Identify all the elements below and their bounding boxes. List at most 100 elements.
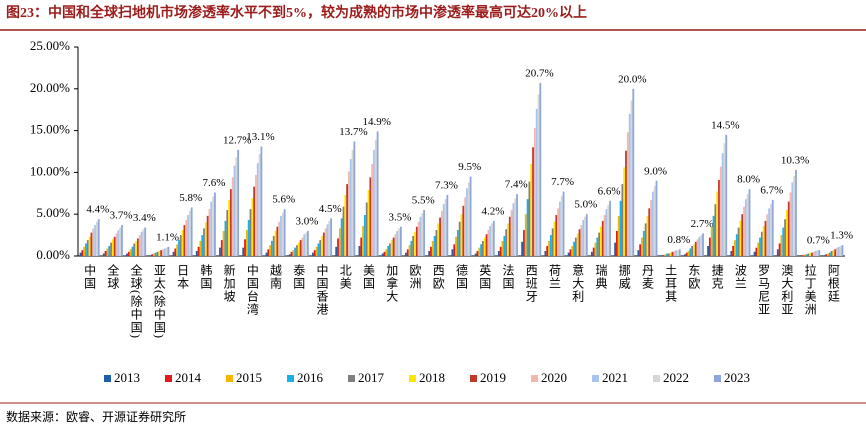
bar [351,149,354,256]
bar [825,254,828,256]
bar [346,184,349,256]
bar [782,227,785,256]
bar [315,246,318,256]
bar [158,250,161,256]
bar [619,200,622,256]
legend-swatch [165,375,172,382]
bar [528,181,531,256]
bar [693,244,695,256]
bar [156,251,159,256]
bar [144,227,147,256]
bar [106,248,109,256]
x-tick-label: 中国香港 [315,263,329,316]
bar [342,206,345,256]
bar [478,247,481,256]
bar [348,171,350,256]
bar [296,245,298,256]
bar [383,251,386,256]
legend-swatch [470,375,477,382]
bar [396,230,399,256]
legend-label: 2016 [297,370,324,385]
x-tick-label: 中国 [83,263,97,290]
bar [760,231,763,256]
bar [317,243,320,256]
value-label: 5.5% [412,195,435,207]
y-tick-label: 15.00% [30,122,70,137]
bar [185,220,188,256]
bar [837,246,840,256]
bar [714,204,717,256]
bar [362,225,364,256]
bar [208,209,211,256]
bar [371,164,374,256]
bar [294,247,297,256]
bar [129,249,132,256]
bar [512,203,515,256]
bar [127,251,130,256]
bar [805,254,808,256]
bar [305,232,307,256]
bar [226,210,229,256]
bar [326,224,329,256]
bar [444,199,447,256]
bar [353,141,356,256]
x-tick-label: 波兰 [733,264,747,290]
bar [149,255,152,256]
bar [560,195,563,256]
bar [776,249,779,256]
bar [88,236,91,256]
bar [392,237,395,256]
bar [812,251,815,256]
value-label: 2.7% [691,218,714,230]
value-label: 4.5% [319,203,342,215]
legend-label: 2022 [663,370,689,385]
bar [412,235,415,256]
bar [414,231,416,256]
value-label: 13.7% [339,126,367,138]
value-label: 3.7% [110,210,133,222]
bar [258,154,261,256]
bar [245,230,248,256]
bar [603,215,606,256]
bar [607,205,610,256]
bar [360,237,363,256]
bar [431,240,434,256]
bar [419,216,422,256]
legend-label: 2015 [236,370,262,385]
bar [274,230,277,256]
legend-swatch [409,375,416,382]
bar [376,131,379,256]
bar [562,191,565,256]
bar [632,88,635,256]
bar [224,220,227,256]
bar [256,163,259,256]
bar [501,240,504,256]
bar [251,198,254,256]
bar [746,194,749,256]
bar [394,234,397,256]
bar [616,230,618,256]
bar [791,182,794,256]
bar [126,253,128,256]
bar [369,177,372,256]
bar [367,189,370,256]
bar [832,250,835,256]
bar [483,237,486,256]
bar [313,250,316,256]
bar [785,210,788,256]
x-tick-label: 越南 [269,264,283,290]
bar [281,212,284,256]
bar [440,210,443,256]
value-label: 9.5% [458,161,481,173]
bar [721,153,724,256]
bar [267,249,270,256]
legend-swatch [531,375,538,382]
bar [385,249,388,256]
bar [753,251,756,256]
bar [677,250,679,256]
bar [117,230,120,256]
bar [497,250,500,256]
bar [269,245,272,256]
bar [487,230,490,256]
bar [762,225,765,256]
